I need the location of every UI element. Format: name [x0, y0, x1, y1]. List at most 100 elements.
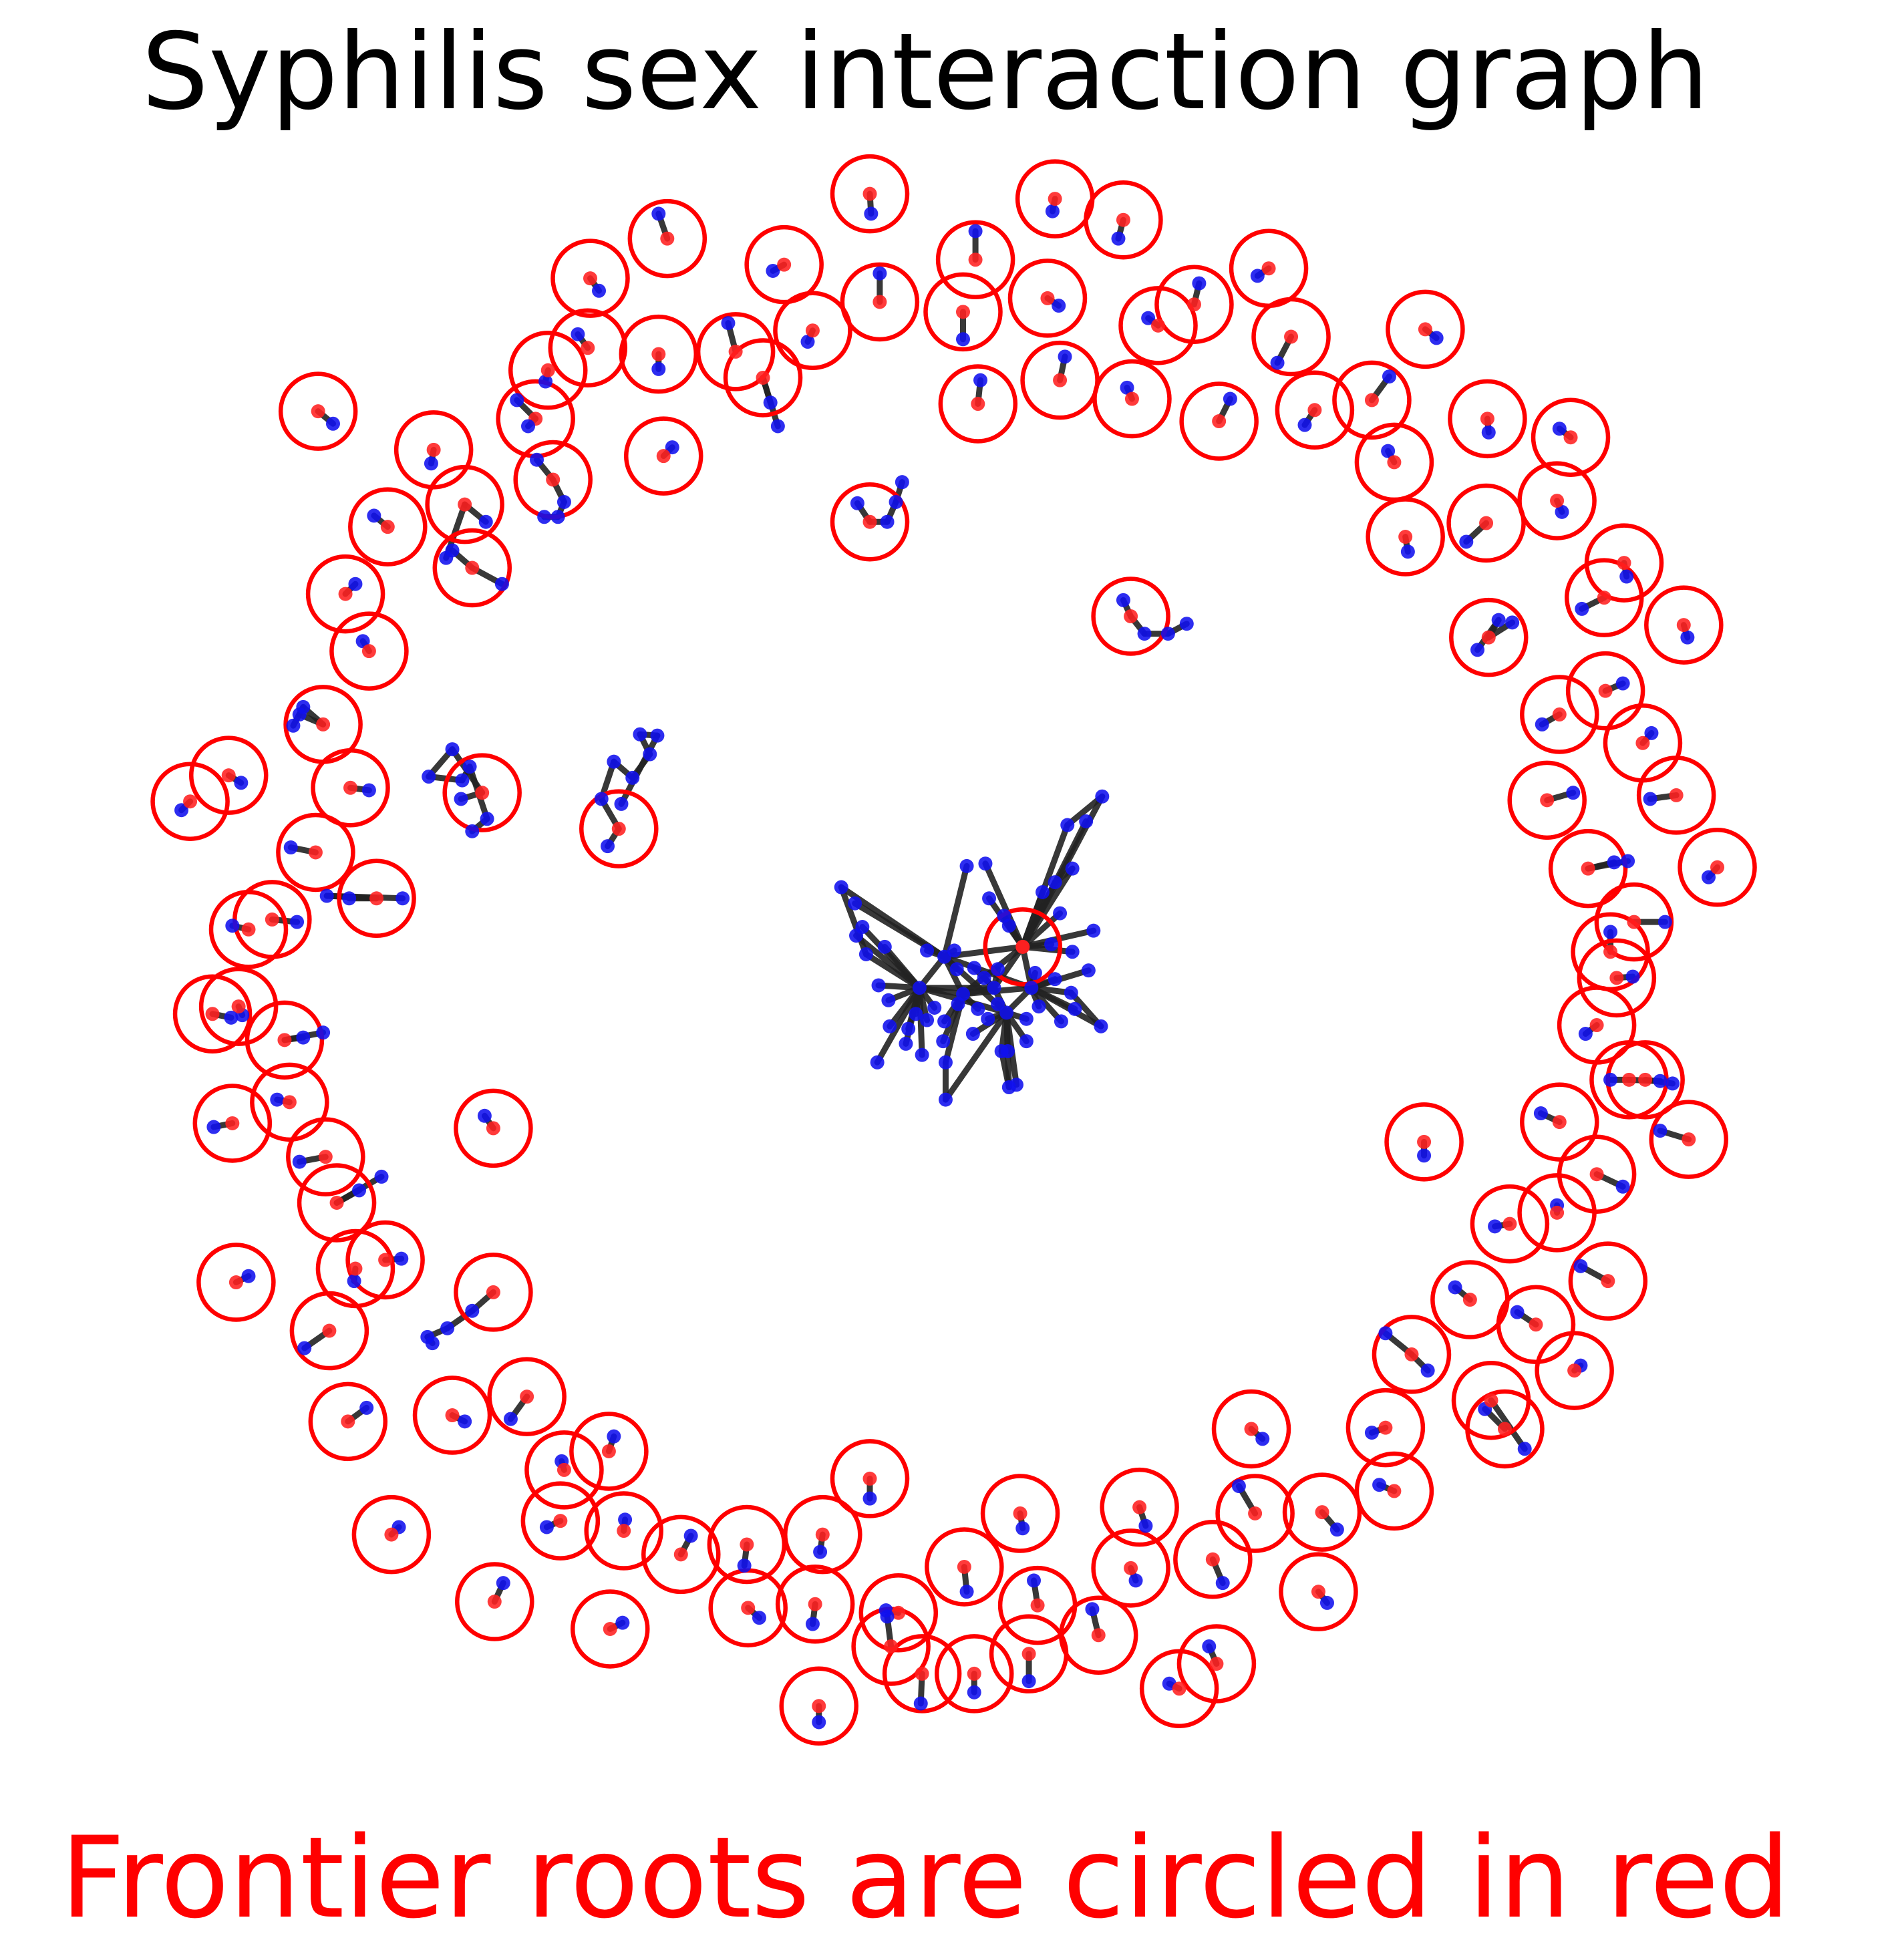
frontier-circle [1565, 651, 1645, 731]
root-node [1682, 1132, 1696, 1147]
root-node [1617, 556, 1631, 571]
root-node [546, 472, 561, 487]
root-node [487, 1595, 502, 1609]
graph-node [651, 206, 666, 221]
graph-node [297, 1341, 312, 1355]
graph-node [1015, 1521, 1030, 1536]
graph-node [1250, 269, 1265, 283]
graph-node [951, 997, 965, 1011]
graph-node [800, 335, 815, 349]
frontier-circle [619, 314, 699, 394]
graph-node [936, 1034, 951, 1049]
graph-node [348, 577, 363, 591]
graph-node [342, 891, 357, 906]
root-node [1124, 609, 1138, 624]
graph-edge [942, 1009, 1010, 1103]
root-node [603, 1621, 617, 1636]
frontier-circle [723, 338, 803, 418]
root-node [915, 1666, 929, 1681]
frontier-circle [1091, 1528, 1170, 1608]
root-node [1589, 1167, 1604, 1182]
root-node [445, 1408, 460, 1423]
graph-node [1027, 1573, 1042, 1588]
frontier-circle [830, 1439, 910, 1518]
graph-edge [1068, 989, 1104, 1029]
frontier-circle [1354, 1451, 1434, 1531]
graph-node [557, 494, 571, 509]
graph-node [1032, 999, 1046, 1014]
graph-node [870, 1055, 885, 1070]
graph-node [1615, 1179, 1630, 1194]
root-node [1151, 318, 1166, 333]
root-node [1284, 329, 1299, 344]
root-node [872, 295, 887, 309]
frontier-circle [1507, 760, 1587, 840]
root-node [557, 1462, 571, 1477]
root-node [1597, 591, 1611, 605]
root-node [277, 1033, 292, 1047]
frontier-circle [744, 224, 824, 305]
root-node [956, 305, 970, 319]
frontier-circle [830, 154, 910, 234]
root-node [1116, 212, 1130, 227]
graph-node [1575, 601, 1589, 616]
graph-node [458, 1414, 472, 1429]
frontier-circle [1449, 597, 1529, 677]
root-node [1601, 1274, 1615, 1289]
graph-edge [941, 862, 970, 960]
frontier-circle [305, 554, 385, 634]
graph-node [1555, 504, 1569, 519]
graph-node [858, 947, 873, 961]
frontier-circle [1386, 289, 1465, 369]
root-node [1609, 971, 1624, 985]
frontier-circle [245, 1000, 325, 1080]
graph-node [920, 1013, 935, 1027]
root-node [884, 1639, 899, 1653]
root-node [1048, 192, 1062, 206]
frontier-circle [1517, 461, 1597, 540]
graph-node [241, 1269, 256, 1283]
root-node [611, 822, 626, 836]
root-node [1502, 1216, 1517, 1231]
graph-node [1027, 965, 1042, 980]
graph-node [864, 206, 879, 221]
root-node [968, 253, 983, 267]
root-node [1172, 1681, 1186, 1696]
root-node [1552, 707, 1567, 721]
root-node [1053, 373, 1068, 387]
graph-edge [1028, 985, 1078, 1012]
root-node [1417, 1134, 1432, 1149]
graph-node [1381, 444, 1396, 458]
graph-node [618, 1512, 633, 1527]
frontier-circle [775, 1565, 855, 1644]
frontier-circle [348, 487, 428, 566]
frontier-circle [1644, 585, 1724, 665]
graph-node [1382, 369, 1396, 384]
root-node [1589, 1018, 1604, 1032]
graph-node [982, 891, 997, 906]
root-node [369, 891, 384, 906]
root-node [486, 1121, 500, 1136]
graph-node [1137, 627, 1152, 641]
graph-edge [1064, 793, 1106, 828]
graph-node [290, 915, 305, 929]
graph-node [1141, 311, 1156, 325]
graph-node [901, 1021, 916, 1036]
graph-node [1619, 569, 1634, 584]
root-node [318, 1150, 333, 1164]
nodes-layer [174, 186, 1725, 1730]
root-node [1021, 1647, 1036, 1661]
root-node [1552, 1115, 1567, 1130]
graph-node [633, 727, 647, 742]
graph-node [915, 1047, 929, 1062]
root-node [458, 497, 472, 512]
frontier-circle [454, 1088, 533, 1168]
frontier-circle [196, 1243, 276, 1322]
frontier-circle [508, 331, 588, 410]
graph-node [1481, 425, 1496, 440]
graph-node [880, 1609, 895, 1624]
frontier-circle [1007, 259, 1088, 338]
graph-node [1094, 1019, 1108, 1033]
graph-node [909, 1007, 923, 1021]
frontier-circle [550, 238, 630, 318]
